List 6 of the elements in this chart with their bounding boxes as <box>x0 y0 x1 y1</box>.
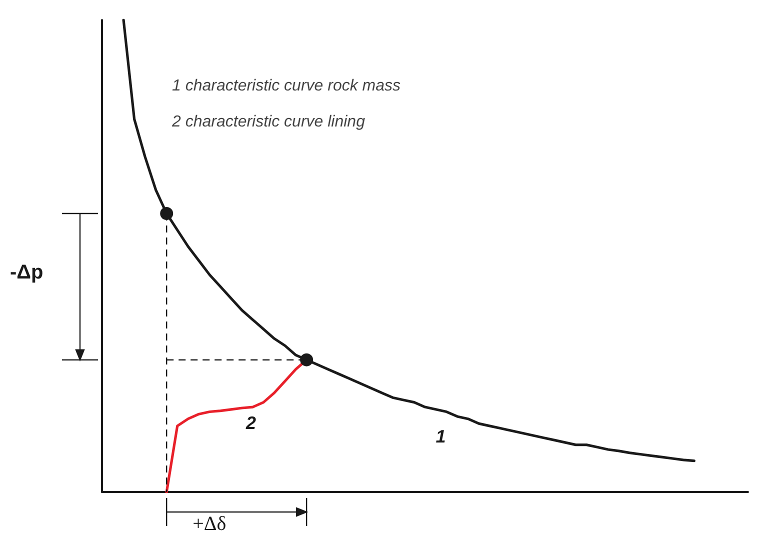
series-label: 2 <box>244 412 256 433</box>
text: +Δδ <box>192 513 226 535</box>
text: -Δp <box>10 262 44 284</box>
series-label: 1 <box>436 426 446 446</box>
annotation: 2 characteristic curve lining <box>171 114 366 130</box>
annotation: 1 characteristic curve rock mass <box>172 78 401 94</box>
